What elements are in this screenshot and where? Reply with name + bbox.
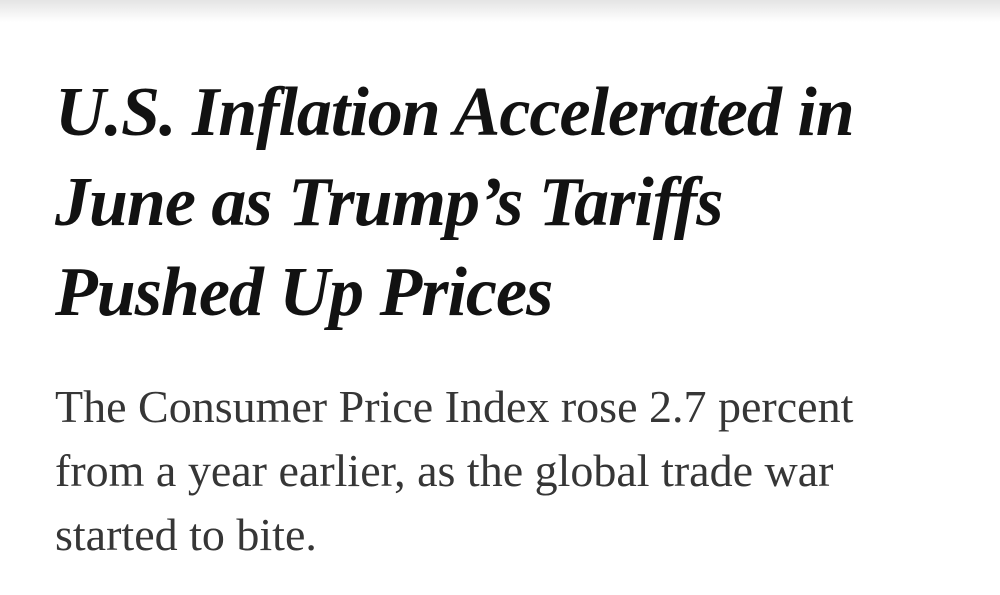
headline: U.S. Inflation Accelerated in June as Tru… [55, 68, 855, 338]
summary: The Consumer Price Index rose 2.7 percen… [55, 375, 853, 567]
top-shadow [0, 0, 1000, 22]
text-line: Pushed Up Prices [55, 254, 553, 331]
text-line: June as Trump’s Tariffs [55, 164, 723, 241]
text-line: started to bite. [55, 509, 317, 560]
text-line: from a year earlier, as the global trade… [55, 445, 834, 496]
text-line: The Consumer Price Index rose 2.7 percen… [55, 381, 854, 432]
text-line: U.S. Inflation Accelerated in [55, 74, 855, 151]
